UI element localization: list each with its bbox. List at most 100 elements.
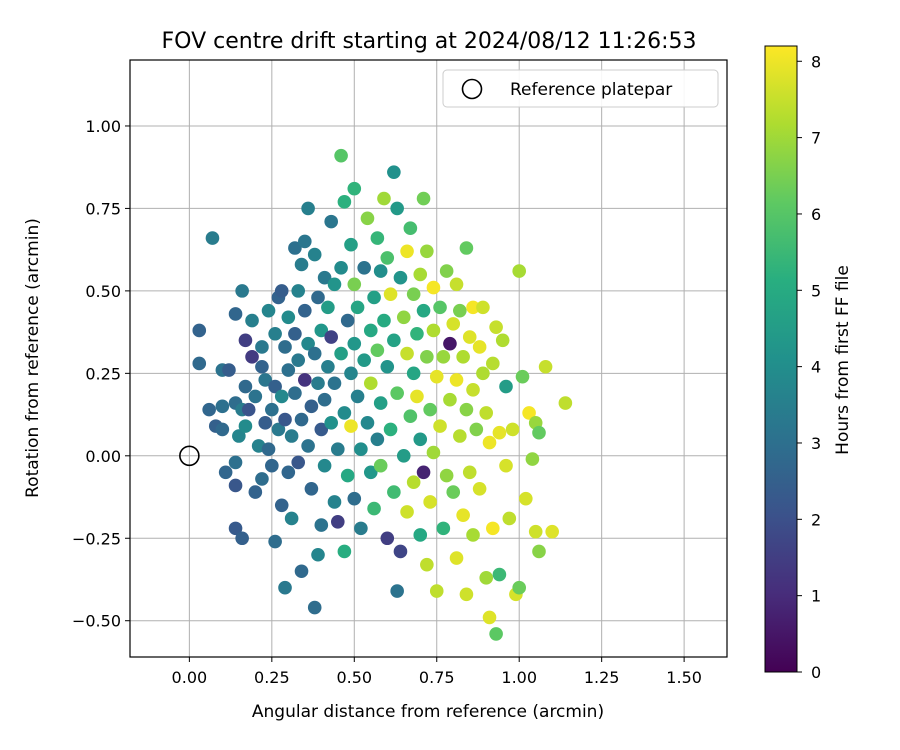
scatter-point (486, 521, 500, 536)
scatter-point (202, 402, 216, 417)
scatter-point (245, 350, 259, 364)
scatter-point (228, 521, 243, 536)
scatter-point (265, 402, 279, 417)
scatter-point (495, 333, 510, 348)
scatter-point (347, 336, 362, 351)
scatter-point (545, 524, 559, 539)
colorbar-tick-label: 1 (811, 587, 821, 606)
scatter-point (413, 432, 428, 447)
scatter-point (218, 465, 233, 480)
scatter-point (307, 346, 322, 361)
scatter-point (512, 264, 527, 278)
scatter-point (271, 422, 286, 437)
scatter-point (205, 231, 220, 245)
scatter-point (334, 148, 348, 163)
scatter-point (492, 425, 507, 440)
scatter-point (245, 313, 259, 328)
scatter-point (390, 386, 404, 400)
scatter-point (505, 422, 520, 437)
scatter-point (377, 313, 391, 328)
scatter-point (410, 326, 424, 341)
scatter-point (274, 498, 289, 513)
scatter-point (301, 439, 315, 453)
scatter-point (459, 402, 474, 417)
scatter-point (337, 544, 352, 559)
scatter-point (512, 580, 527, 595)
scatter-point (241, 402, 256, 417)
scatter-point (360, 416, 375, 430)
scatter-point (238, 333, 253, 348)
scatter-point (337, 406, 352, 420)
scatter-point (261, 442, 276, 457)
scatter-point (284, 511, 299, 526)
scatter-point (387, 333, 401, 348)
scatter-point (274, 284, 289, 298)
scatter-point (238, 419, 253, 433)
scatter-point (278, 580, 292, 595)
scatter-point (288, 386, 302, 400)
chart-title: FOV centre drift starting at 2024/08/12 … (162, 29, 697, 54)
scatter-point (456, 508, 470, 522)
x-tick-label: 1.00 (501, 668, 537, 687)
scatter-point (314, 323, 329, 338)
scatter-point (330, 442, 345, 457)
scatter-point (284, 429, 299, 443)
scatter-point (380, 359, 395, 374)
scatter-point (281, 465, 296, 480)
scatter-point (298, 373, 312, 387)
scatter-point (393, 270, 408, 285)
x-tick-label: 0.00 (172, 668, 208, 687)
scatter-point (192, 356, 207, 371)
scatter-point (396, 310, 411, 325)
scatter-point (363, 465, 378, 480)
scatter-point (370, 343, 385, 358)
scatter-point (291, 455, 306, 470)
scatter-point (436, 521, 451, 536)
scatter-point (311, 290, 325, 305)
scatter-point (347, 491, 362, 506)
x-tick-label: 0.75 (419, 668, 455, 687)
scatter-point (340, 468, 355, 483)
scatter-point (423, 495, 437, 509)
y-tick-label: −0.50 (72, 612, 121, 631)
y-tick-label: 0.25 (85, 364, 121, 383)
scatter-point (443, 336, 457, 351)
scatter-point (363, 323, 378, 338)
scatter-point (486, 356, 500, 371)
scatter-point (383, 287, 398, 301)
scatter-point (367, 501, 381, 516)
scatter-point (429, 584, 444, 598)
scatter-point (261, 303, 276, 318)
scatter-point (400, 505, 414, 519)
scatter-point (476, 300, 490, 315)
x-tick-label: 0.50 (336, 668, 372, 687)
scatter-point (281, 310, 296, 325)
scatter-point (317, 392, 332, 407)
scatter-point (192, 323, 207, 338)
scatter-point (466, 528, 480, 542)
scatter-point (321, 359, 335, 374)
scatter-point (538, 359, 553, 374)
scatter-point (420, 350, 434, 364)
scatter-point (344, 237, 358, 252)
scatter-point (248, 485, 263, 499)
scatter-point (459, 241, 474, 255)
colorbar-tick-label: 0 (811, 663, 821, 682)
scatter-point (443, 392, 457, 407)
legend-reference-marker (461, 78, 483, 100)
scatter-point (274, 389, 289, 404)
colorbar-tick-label: 3 (811, 434, 821, 453)
scatter-point (426, 445, 441, 460)
scatter-point (426, 280, 441, 295)
colorbar-tick-label: 7 (811, 129, 821, 148)
x-tick-label: 0.25 (254, 668, 290, 687)
scatter-point (429, 369, 444, 384)
scatter-point (449, 277, 464, 292)
scatter-point (265, 458, 279, 473)
scatter-points (192, 148, 573, 641)
scatter-point (420, 244, 434, 259)
scatter-point (294, 412, 309, 427)
scatter-point (433, 419, 447, 433)
